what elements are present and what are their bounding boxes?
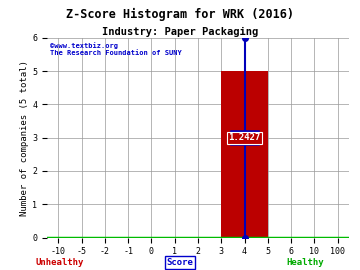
Text: Healthy: Healthy (286, 258, 324, 267)
Text: Industry: Paper Packaging: Industry: Paper Packaging (102, 27, 258, 37)
Text: Z-Score Histogram for WRK (2016): Z-Score Histogram for WRK (2016) (66, 8, 294, 21)
Text: Unhealthy: Unhealthy (36, 258, 84, 267)
Text: Score: Score (167, 258, 193, 267)
Y-axis label: Number of companies (5 total): Number of companies (5 total) (20, 60, 29, 216)
Text: 1.2427: 1.2427 (228, 133, 261, 142)
Bar (221, 71, 268, 238)
Text: ©www.textbiz.org
The Research Foundation of SUNY: ©www.textbiz.org The Research Foundation… (50, 42, 181, 56)
